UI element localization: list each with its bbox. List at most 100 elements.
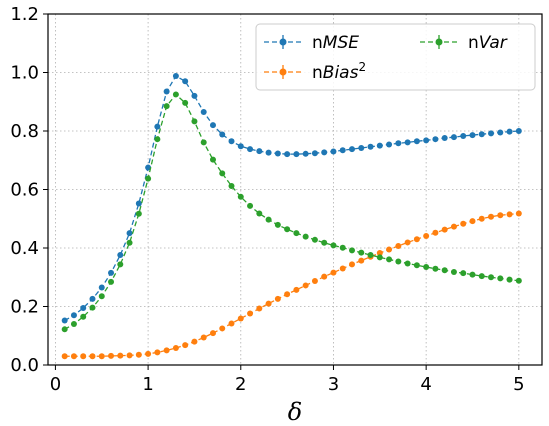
nmse-point	[450, 134, 457, 141]
nmse-point	[108, 269, 115, 276]
nvar-point	[200, 139, 207, 146]
nvar-point	[228, 182, 235, 189]
nbias2-point	[395, 242, 402, 249]
nmse-point	[311, 150, 318, 157]
nmse-point	[219, 131, 226, 138]
nbias2-point	[70, 353, 77, 360]
nbias2-point	[302, 282, 309, 289]
legend-item-nbias2: nBias2	[264, 60, 366, 83]
nmse-point	[284, 151, 291, 158]
nbias2-point	[108, 352, 115, 359]
nmse-point	[265, 149, 272, 156]
nvar-point	[358, 249, 365, 256]
nvar-point	[274, 221, 281, 228]
nmse-point	[515, 128, 522, 134]
nvar-point	[135, 210, 142, 217]
nmse-point	[321, 149, 328, 156]
nbias2-point	[274, 295, 281, 302]
nbias2-point	[497, 212, 504, 219]
legend-label-nvar: nVar	[468, 33, 508, 53]
nvar-point	[339, 244, 346, 251]
nbias2-point	[126, 352, 133, 359]
nbias2-point	[515, 210, 522, 217]
nvar-point	[506, 276, 513, 283]
nmse-point	[209, 122, 216, 129]
grid-lines	[48, 13, 542, 366]
nbias2-point	[219, 325, 226, 332]
nvar-line	[64, 93, 519, 330]
nvar-point	[256, 210, 263, 217]
nbias2-point	[506, 211, 513, 218]
nmse-point	[432, 136, 439, 143]
nbias2-point	[450, 223, 457, 230]
nvar-point	[515, 277, 522, 284]
nmse-point	[376, 142, 383, 149]
y-tick-label: 0.6	[10, 180, 39, 201]
nmse-point	[460, 132, 467, 139]
nvar-point	[478, 273, 485, 280]
nbias2-point	[404, 239, 411, 246]
nbias2-point	[284, 291, 291, 298]
nbias2-point	[488, 213, 495, 220]
nmse-point	[191, 92, 198, 99]
legend-swatch-marker	[279, 38, 287, 46]
nvar-point	[209, 156, 216, 163]
nvar-point	[145, 175, 152, 182]
nvar-point	[441, 267, 448, 274]
nbias2-point	[117, 352, 124, 359]
nvar-point	[70, 321, 77, 328]
nvar-point	[98, 293, 105, 300]
nbias2-point	[256, 305, 263, 312]
nbias2-point	[228, 320, 235, 327]
nmse-point	[70, 312, 77, 319]
nvar-point	[395, 258, 402, 265]
x-tick-label: 0	[50, 374, 61, 395]
nmse-point	[488, 130, 495, 137]
nbias2-point	[478, 215, 485, 222]
y-tick-label: 1.0	[10, 63, 39, 84]
nmse-point	[172, 73, 179, 80]
nbias2-point	[145, 350, 152, 357]
nvar-point	[163, 103, 170, 110]
y-tick-label: 0.0	[10, 355, 39, 376]
nvar-point	[376, 254, 383, 261]
nbias2-point	[135, 351, 142, 358]
nmse-point	[386, 141, 393, 148]
nbias2-point	[182, 342, 189, 349]
nvar-point	[293, 230, 300, 237]
y-tick-label: 0.2	[10, 297, 39, 318]
nvar-point	[191, 118, 198, 125]
nvar-point	[349, 247, 355, 254]
nbias2-point	[200, 334, 207, 341]
nbias2-point	[469, 218, 476, 225]
nvar-point	[247, 202, 254, 209]
nmse-point	[395, 140, 402, 147]
series-nmse	[61, 73, 522, 324]
nvar-point	[117, 261, 124, 268]
nmse-point	[469, 132, 476, 139]
nmse-point	[423, 137, 430, 144]
nbias2-point	[432, 229, 439, 236]
nvar-point	[89, 304, 96, 311]
series-nvar	[61, 91, 522, 333]
x-tick-label: 2	[235, 374, 246, 395]
nmse-point	[117, 252, 124, 259]
nmse-point	[274, 150, 281, 157]
nbias2-line	[64, 212, 519, 357]
nmse-point	[163, 88, 170, 95]
nvar-point	[460, 270, 467, 277]
nbias2-point	[311, 278, 318, 285]
nmse-point	[330, 148, 337, 155]
nbias2-point	[321, 273, 328, 280]
nvar-point	[386, 256, 393, 263]
nvar-point	[469, 271, 476, 278]
nvar-point	[237, 193, 244, 200]
nmse-line	[64, 75, 519, 322]
x-tick-label: 5	[513, 374, 524, 395]
legend-label-nmse: nMSE	[312, 33, 359, 53]
nmse-point	[154, 123, 161, 130]
legend: nMSE nBias2 nVar	[255, 23, 536, 91]
nmse-point	[497, 129, 504, 136]
x-tick-label: 4	[420, 374, 431, 395]
